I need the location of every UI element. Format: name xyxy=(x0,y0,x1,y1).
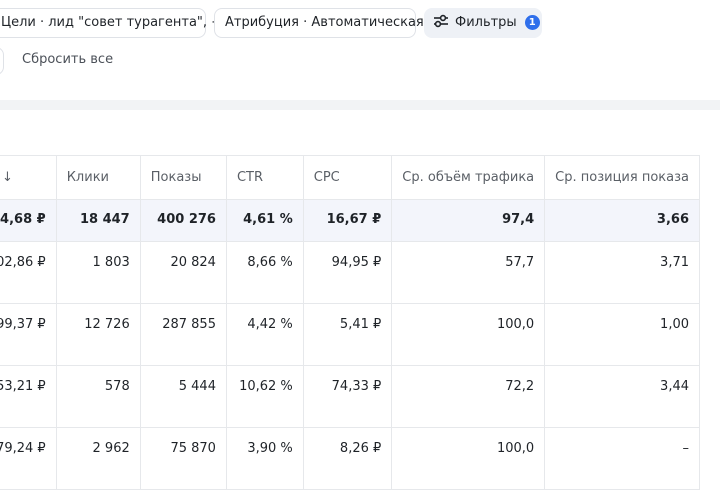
table-cell: 10,62 % xyxy=(225,365,304,428)
column-header-traffic-volume[interactable]: Ср. объём трафика xyxy=(391,155,546,200)
table-cell: 99,37 ₽ xyxy=(0,303,57,366)
table-cell: 12 726 xyxy=(55,303,141,366)
table-cell: 94,95 ₽ xyxy=(302,241,393,304)
table-cell: 287 855 xyxy=(139,303,227,366)
reset-all-link[interactable]: Сбросить все xyxy=(22,52,114,67)
table-cell: 97,4 xyxy=(391,199,546,242)
table-row[interactable]: 02,86 ₽ 1 803 20 824 8,66 % 94,95 ₽ 57,7… xyxy=(0,241,700,304)
table-cell: 16,67 ₽ xyxy=(302,199,393,242)
table-cell: 1 803 xyxy=(55,241,141,304)
table-cell: 57,7 xyxy=(391,241,546,304)
table-cell: 1,00 xyxy=(544,303,700,366)
table-cell: – xyxy=(544,427,700,490)
table-header-row: д↓ Клики Показы CTR CPC Ср. объём трафик… xyxy=(0,155,700,200)
table-cell: 75 870 xyxy=(139,427,227,490)
table-cell: 8,26 ₽ xyxy=(302,427,393,490)
table-cell: 4,42 % xyxy=(225,303,304,366)
table-cell: 8,66 % xyxy=(225,241,304,304)
table-cell: 5,41 ₽ xyxy=(302,303,393,366)
table-cell: 5 444 xyxy=(139,365,227,428)
filters-button-label: Фильтры xyxy=(455,15,517,30)
table-cell: 74,33 ₽ xyxy=(302,365,393,428)
table-row[interactable]: 79,24 ₽ 2 962 75 870 3,90 % 8,26 ₽ 100,0… xyxy=(0,427,700,490)
table-cell: 578 xyxy=(55,365,141,428)
filters-button[interactable]: Фильтры 1 xyxy=(424,8,542,38)
column-header-cost[interactable]: д↓ xyxy=(0,155,57,200)
column-header-ctr[interactable]: CTR xyxy=(225,155,304,200)
table-cell: 400 276 xyxy=(139,199,227,242)
sort-desc-icon: ↓ xyxy=(2,170,13,185)
table-cell: 18 447 xyxy=(55,199,141,242)
column-header-avg-position[interactable]: Ср. позиция показа xyxy=(544,155,700,200)
stats-table: д↓ Клики Показы CTR CPC Ср. объём трафик… xyxy=(0,155,700,490)
table-cell: 3,66 xyxy=(544,199,700,242)
table-cell: 3,71 xyxy=(544,241,700,304)
table-total-row: 44,68 ₽ 18 447 400 276 4,61 % 16,67 ₽ 97… xyxy=(0,199,700,242)
table-cell: 53,21 ₽ xyxy=(0,365,57,428)
column-header-clicks[interactable]: Клики xyxy=(55,155,141,200)
table-cell: 100,0 xyxy=(391,303,546,366)
table-row[interactable]: 99,37 ₽ 12 726 287 855 4,42 % 5,41 ₽ 100… xyxy=(0,303,700,366)
attribution-chip[interactable]: Атрибуция · Автоматическая xyxy=(214,8,424,38)
table-cell: 4,61 % xyxy=(225,199,304,242)
table-row[interactable]: 53,21 ₽ 578 5 444 10,62 % 74,33 ₽ 72,2 3… xyxy=(0,365,700,428)
filters-count-badge: 1 xyxy=(524,15,540,30)
table-cell: 2 962 xyxy=(55,427,141,490)
column-header-cpc[interactable]: CPC xyxy=(302,155,393,200)
table-cell: 3,90 % xyxy=(225,427,304,490)
filter-sliders-icon xyxy=(434,14,448,28)
table-cell: 44,68 ₽ xyxy=(0,199,57,242)
table-cell: 72,2 xyxy=(391,365,546,428)
goals-chip[interactable]: Цели · лид "совет турагента", +7 xyxy=(0,8,230,38)
add-filter-chip[interactable] xyxy=(0,47,4,75)
table-cell: 79,24 ₽ xyxy=(0,427,57,490)
table-cell: 100,0 xyxy=(391,427,546,490)
table-cell: 20 824 xyxy=(139,241,227,304)
table-cell: 02,86 ₽ xyxy=(0,241,57,304)
table-cell: 3,44 xyxy=(544,365,700,428)
section-divider xyxy=(0,100,720,110)
column-header-impressions[interactable]: Показы xyxy=(139,155,227,200)
